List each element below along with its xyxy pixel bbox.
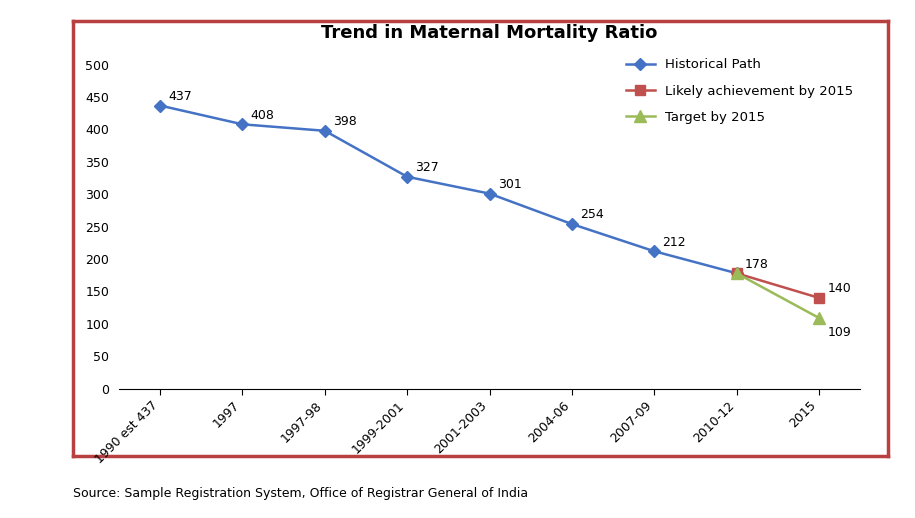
Text: 178: 178 — [745, 257, 769, 271]
Text: 301: 301 — [498, 178, 522, 191]
Text: 254: 254 — [580, 208, 604, 222]
Text: 212: 212 — [662, 236, 686, 249]
Text: 109: 109 — [827, 326, 851, 339]
Legend: Historical Path, Likely achievement by 2015, Target by 2015: Historical Path, Likely achievement by 2… — [626, 59, 854, 124]
Text: 398: 398 — [333, 115, 357, 128]
Text: 140: 140 — [827, 282, 851, 295]
Text: 437: 437 — [168, 90, 192, 103]
Text: 408: 408 — [251, 109, 274, 122]
Title: Trend in Maternal Mortality Ratio: Trend in Maternal Mortality Ratio — [321, 24, 658, 42]
Text: Source: Sample Registration System, Office of Registrar General of India: Source: Sample Registration System, Offi… — [73, 487, 528, 500]
Text: 327: 327 — [415, 161, 439, 174]
